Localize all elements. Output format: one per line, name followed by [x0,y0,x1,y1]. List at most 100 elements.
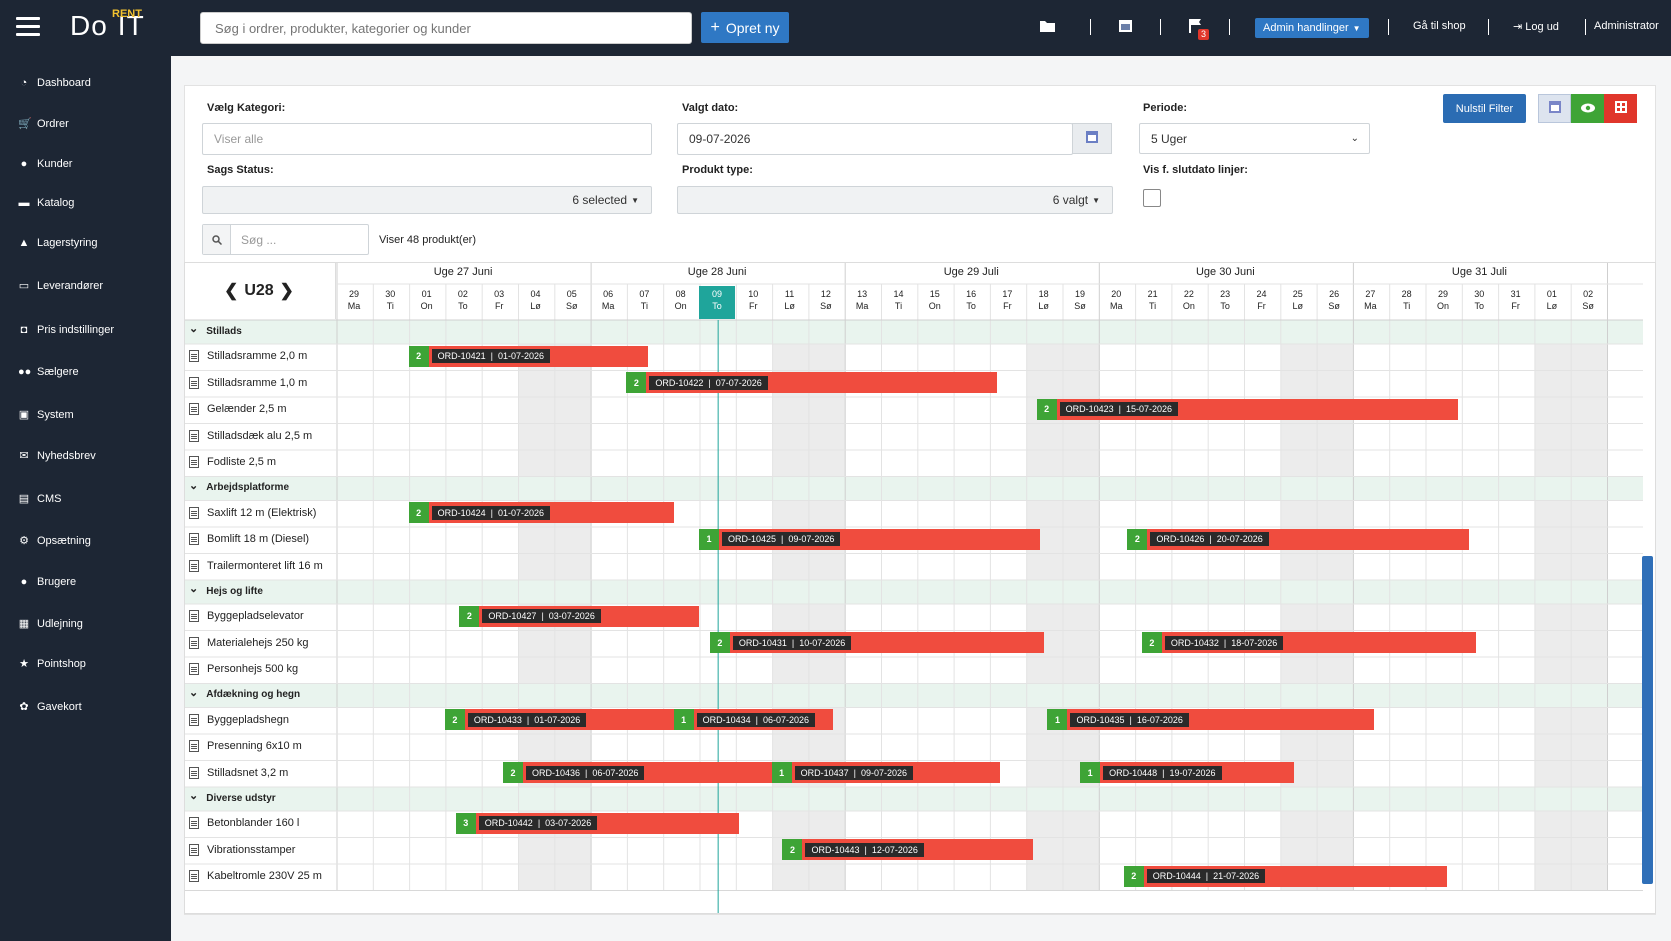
product-row-label[interactable]: Vibrationsstamper [189,837,295,864]
logo-it: IT [117,10,145,41]
booking-bar[interactable]: 2 ORD-10443 | 12-07-2026 [782,839,1033,861]
booking-bar[interactable]: 2 ORD-10423 | 15-07-2026 [1036,398,1458,420]
date-picker-button[interactable] [1072,123,1112,154]
booking-bar[interactable]: 2 ORD-10432 | 18-07-2026 [1141,632,1476,654]
separator: | [485,507,498,518]
booking-bar[interactable]: 2 ORD-10433 | 01-07-2026 [444,709,674,731]
booking-bar[interactable]: 1 ORD-10434 | 06-07-2026 [673,709,834,731]
product-row-label[interactable]: Betonblander 160 l [189,810,299,837]
end-date-lines-label: Vis f. slutdato linjer: [1143,164,1248,176]
category-select[interactable]: Viser alle [202,123,652,155]
separator: | [1113,404,1126,415]
product-row-label[interactable]: Byggepladselevator [189,603,304,630]
sidebar-item-nyhedsbrev[interactable]: ✉ Nyhedsbrev [18,449,95,463]
calendar-view-button[interactable] [1538,94,1571,123]
booking-bar[interactable]: 2 ORD-10426 | 20-07-2026 [1127,528,1469,550]
product-row-label[interactable]: Personhejs 500 kg [189,656,298,683]
category-toggle[interactable]: ⌄ Stillads [189,319,242,343]
booking-quantity: 2 [408,502,429,524]
booking-bar[interactable]: 1 ORD-10437 | 09-07-2026 [771,762,1001,784]
product-row-label[interactable]: Stilladsramme 2,0 m [189,343,307,370]
reset-filter-button[interactable]: Nulstil Filter [1443,94,1526,123]
next-week-button[interactable]: ❯ [279,280,294,300]
sidebar-item-kunder[interactable]: ● Kunder [18,158,73,170]
product-row-label[interactable]: Stilladsdæk alu 2,5 m [189,423,312,450]
product-row-label[interactable]: Presenning 6x10 m [189,733,302,760]
sidebar-item-udlejning[interactable]: ▦ Udlejning [18,617,83,631]
product-type-multiselect[interactable]: 6 valgt ▼ [677,186,1113,214]
product-row-label[interactable]: Saxlift 12 m (Elektrisk) [189,500,316,527]
period-select[interactable]: 5 Uger ⌄ [1139,123,1370,154]
booking-bar[interactable]: 1 ORD-10435 | 16-07-2026 [1047,709,1375,731]
category-toggle[interactable]: ⌄ Diverse udstyr [189,786,276,810]
product-row-label[interactable]: Gelænder 2,5 m [189,396,286,423]
chevron-down-icon: ⌄ [1350,133,1359,144]
date-input[interactable]: 09-07-2026 [677,123,1073,155]
sidebar-item-gavekort[interactable]: ✿ Gavekort [18,700,81,714]
sidebar-item-dashboard[interactable]: ◔ Dashboard [18,77,91,89]
status-multiselect[interactable]: 6 selected ▼ [202,186,652,214]
product-row-label[interactable]: Trailermonteret lift 16 m [189,553,323,580]
product-row-label[interactable]: Fodliste 2,5 m [189,449,276,476]
eye-view-button[interactable] [1571,94,1604,123]
booking-bar[interactable]: 3 ORD-10442 | 03-07-2026 [455,812,739,834]
sidebar-item-pointshop[interactable]: ★ Pointshop [18,657,86,671]
booking-order-label: ORD-10448 | 19-07-2026 [1103,765,1222,780]
product-search[interactable]: Søg ... [202,224,369,255]
chevron-down-icon: ⌄ [189,583,199,595]
product-row-label[interactable]: Byggepladshegn [189,707,289,734]
sidebar-item-ordrer[interactable]: 🛒 Ordrer [18,117,69,131]
flag-icon[interactable] [1189,19,1202,36]
product-row-label[interactable]: Kabeltromle 230V 25 m [189,863,322,890]
sidebar-item-pris-indstillinger[interactable]: ◘ Pris indstillinger [18,324,114,336]
booking-bar[interactable]: 2 ORD-10444 | 21-07-2026 [1123,865,1447,887]
calendar-icon[interactable] [1119,19,1132,35]
sidebar-item-lagerstyring[interactable]: ▲ Lagerstyring [18,237,98,249]
pdf-export-button[interactable] [1604,94,1637,123]
booking-bar[interactable]: 2 ORD-10431 | 10-07-2026 [709,632,1044,654]
sidebar-item-brugere[interactable]: ● Brugere [18,576,76,588]
admin-actions-button[interactable]: Admin handlinger ▼ [1255,18,1369,38]
sidebar-item-leverandører[interactable]: ▭ Leverandører [18,279,103,293]
create-new-button[interactable]: + Opret ny [701,12,789,43]
product-row-label[interactable]: Stilladsnet 3,2 m [189,760,288,787]
vertical-scrollbar[interactable] [1642,556,1653,884]
sidebar-item-sælgere[interactable]: ●● Sælgere [18,366,79,378]
booking-bar[interactable]: 2 ORD-10421 | 01-07-2026 [408,345,649,367]
logout-link[interactable]: ⇥ Log ud [1513,20,1559,33]
logo[interactable]: Do RENT IT [70,8,145,46]
sidebar-item-opsætning[interactable]: ⚙ Opsætning [18,534,91,548]
sidebar: ◔ Dashboard 🛒 Ordrer ● Kunder ▬ Katalog ▲ Lagerst… [0,56,171,941]
product-row-label[interactable]: Materialehejs 250 kg [189,630,309,657]
global-search[interactable] [200,12,692,44]
product-search-input[interactable]: Søg ... [241,232,277,247]
booking-bar[interactable]: 2 ORD-10424 | 01-07-2026 [408,502,674,524]
status-label: Sags Status: [207,164,274,176]
product-row-label[interactable]: Bomlift 18 m (Diesel) [189,526,309,553]
category-toggle[interactable]: ⌄ Arbejdsplatforme [189,476,289,500]
booking-bar[interactable]: 2 ORD-10427 | 03-07-2026 [459,605,699,627]
chevron-down-icon: ⌄ [189,323,199,335]
sidebar-item-system[interactable]: ▣ System [18,408,74,422]
day-number: 26 [1329,289,1340,299]
booking-bar[interactable]: 2 ORD-10436 | 06-07-2026 [502,762,772,784]
hamburger-menu-icon[interactable] [16,17,40,37]
sidebar-item-katalog[interactable]: ▬ Katalog [18,197,75,209]
go-to-shop-link[interactable]: Gå til shop [1413,20,1466,32]
separator: | [786,637,800,648]
end-date-lines-checkbox[interactable] [1143,189,1161,207]
week-header: Uge 29 Juli [943,266,999,278]
day-header: 23 To [1207,286,1243,316]
booking-bar[interactable]: 1 ORD-10448 | 19-07-2026 [1080,762,1295,784]
product-row-label[interactable]: Stilladsramme 1,0 m [189,370,307,397]
previous-week-button[interactable]: ❮ [224,280,239,300]
folder-icon[interactable] [1040,19,1055,35]
sidebar-item-cms[interactable]: ▤ CMS [18,492,62,506]
category-toggle[interactable]: ⌄ Hejs og lifte [189,579,263,603]
weekday: Ti [640,301,648,311]
global-search-input[interactable] [201,13,691,43]
user-menu[interactable]: Administrator [1594,20,1659,32]
booking-bar[interactable]: 1 ORD-10425 | 09-07-2026 [699,528,1041,550]
category-toggle[interactable]: ⌄ Afdækning og hegn [189,683,300,707]
booking-bar[interactable]: 2 ORD-10422 | 07-07-2026 [626,372,997,394]
